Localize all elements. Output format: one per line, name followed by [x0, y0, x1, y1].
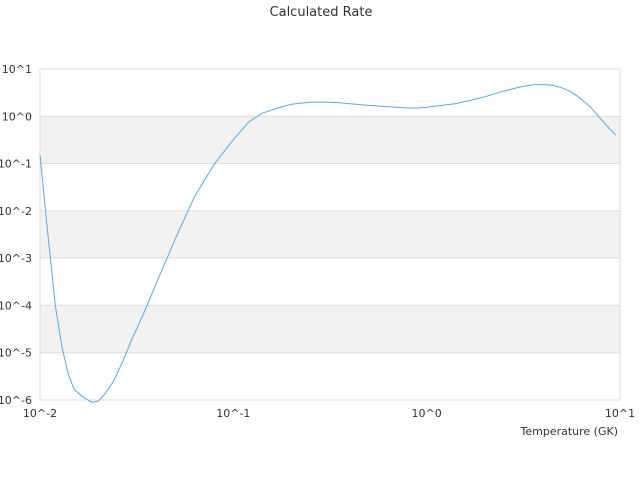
plot-band [40, 305, 620, 353]
y-tick-label: 10^-6 [0, 394, 32, 407]
gridlines [40, 68, 620, 401]
series-line [39, 83, 617, 403]
plot-band [40, 116, 620, 164]
x-axis-ticks: 10^-2 10^-1 10^0 10^1 [23, 407, 635, 420]
series-layer [39, 83, 617, 403]
plot-frame [39, 68, 621, 401]
x-tick-label: 10^1 [605, 407, 635, 420]
x-tick-label: 10^-2 [23, 407, 57, 420]
y-tick-label: 10^-4 [0, 299, 32, 312]
plot-bands [40, 116, 620, 353]
y-tick-label: 10^0 [2, 110, 32, 123]
plot-band [40, 210, 620, 259]
y-tick-label: 10^-5 [0, 347, 32, 360]
y-tick-label: 10^-1 [0, 158, 32, 171]
y-tick-label: 10^1 [2, 63, 32, 76]
x-tick-label: 10^-1 [216, 407, 250, 420]
chart-title: Calculated Rate [270, 5, 373, 20]
y-axis-ticks: 10^1 10^0 10^-1 10^-2 10^-3 10^-4 10^-5 10^-6 [0, 63, 32, 407]
x-tick-label: 10^0 [412, 407, 442, 420]
y-tick-label: 10^-3 [0, 252, 32, 265]
x-axis-title: Temperature (GK) [520, 425, 619, 438]
y-tick-label: 10^-2 [0, 205, 32, 218]
